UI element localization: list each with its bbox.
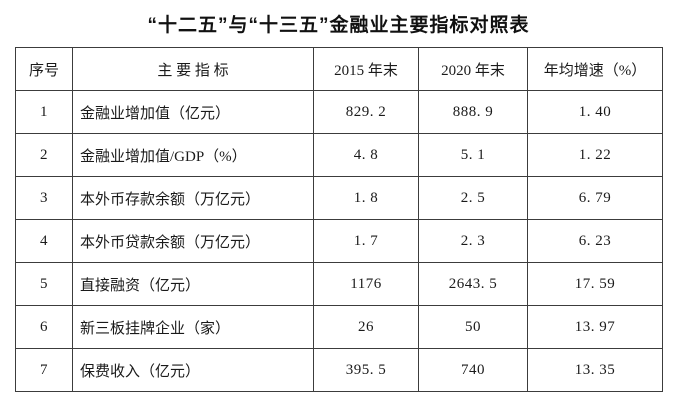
table-row: 7 保费收入（亿元） 395. 5 740 13. 35 <box>15 348 663 392</box>
cell-2020-value: 2643. 5 <box>418 262 528 306</box>
cell-indicator: 金融业增加值（亿元） <box>72 90 314 134</box>
cell-2015-value: 1176 <box>313 262 419 306</box>
cell-growth-value: 13. 97 <box>527 305 663 349</box>
cell-seq-no: 3 <box>15 176 73 220</box>
cell-growth-value: 13. 35 <box>527 348 663 392</box>
header-end-2020: 2020 年末 <box>418 47 528 91</box>
header-avg-growth: 年均增速（%） <box>527 47 663 91</box>
cell-2015-value: 4. 8 <box>313 133 419 177</box>
cell-indicator: 新三板挂牌企业（家） <box>72 305 314 349</box>
cell-seq-no: 2 <box>15 133 73 177</box>
indicators-table: 序号 主 要 指 标 2015 年末 2020 年末 年均增速（%） 1 金融业… <box>15 47 663 392</box>
cell-indicator: 本外币存款余额（万亿元） <box>72 176 314 220</box>
cell-2015-value: 26 <box>313 305 419 349</box>
header-end-2015: 2015 年末 <box>313 47 419 91</box>
cell-indicator: 保费收入（亿元） <box>72 348 314 392</box>
cell-indicator: 直接融资（亿元） <box>72 262 314 306</box>
cell-indicator: 金融业增加值/GDP（%） <box>72 133 314 177</box>
cell-2015-value: 395. 5 <box>313 348 419 392</box>
header-row: 序号 主 要 指 标 2015 年末 2020 年末 年均增速（%） <box>15 47 663 91</box>
table-row: 6 新三板挂牌企业（家） 26 50 13. 97 <box>15 305 663 349</box>
cell-growth-value: 6. 23 <box>527 219 663 263</box>
cell-2020-value: 2. 3 <box>418 219 528 263</box>
cell-2020-value: 2. 5 <box>418 176 528 220</box>
cell-2015-value: 1. 7 <box>313 219 419 263</box>
header-main-indicator: 主 要 指 标 <box>72 47 314 91</box>
table-row: 1 金融业增加值（亿元） 829. 2 888. 9 1. 40 <box>15 90 663 134</box>
table-row: 4 本外币贷款余额（万亿元） 1. 7 2. 3 6. 23 <box>15 219 663 263</box>
cell-growth-value: 1. 40 <box>527 90 663 134</box>
cell-growth-value: 1. 22 <box>527 133 663 177</box>
cell-seq-no: 4 <box>15 219 73 263</box>
cell-growth-value: 17. 59 <box>527 262 663 306</box>
cell-growth-value: 6. 79 <box>527 176 663 220</box>
cell-seq-no: 6 <box>15 305 73 349</box>
cell-seq-no: 1 <box>15 90 73 134</box>
table-row: 3 本外币存款余额（万亿元） 1. 8 2. 5 6. 79 <box>15 176 663 220</box>
cell-seq-no: 7 <box>15 348 73 392</box>
table-title: “十二五”与“十三五”金融业主要指标对照表 <box>147 15 530 36</box>
header-seq-no: 序号 <box>15 47 73 91</box>
cell-2015-value: 1. 8 <box>313 176 419 220</box>
cell-seq-no: 5 <box>15 262 73 306</box>
cell-2020-value: 50 <box>418 305 528 349</box>
cell-2020-value: 740 <box>418 348 528 392</box>
cell-2015-value: 829. 2 <box>313 90 419 134</box>
table-row: 2 金融业增加值/GDP（%） 4. 8 5. 1 1. 22 <box>15 133 663 177</box>
cell-2020-value: 888. 9 <box>418 90 528 134</box>
table-row: 5 直接融资（亿元） 1176 2643. 5 17. 59 <box>15 262 663 306</box>
cell-indicator: 本外币贷款余额（万亿元） <box>72 219 314 263</box>
cell-2020-value: 5. 1 <box>418 133 528 177</box>
